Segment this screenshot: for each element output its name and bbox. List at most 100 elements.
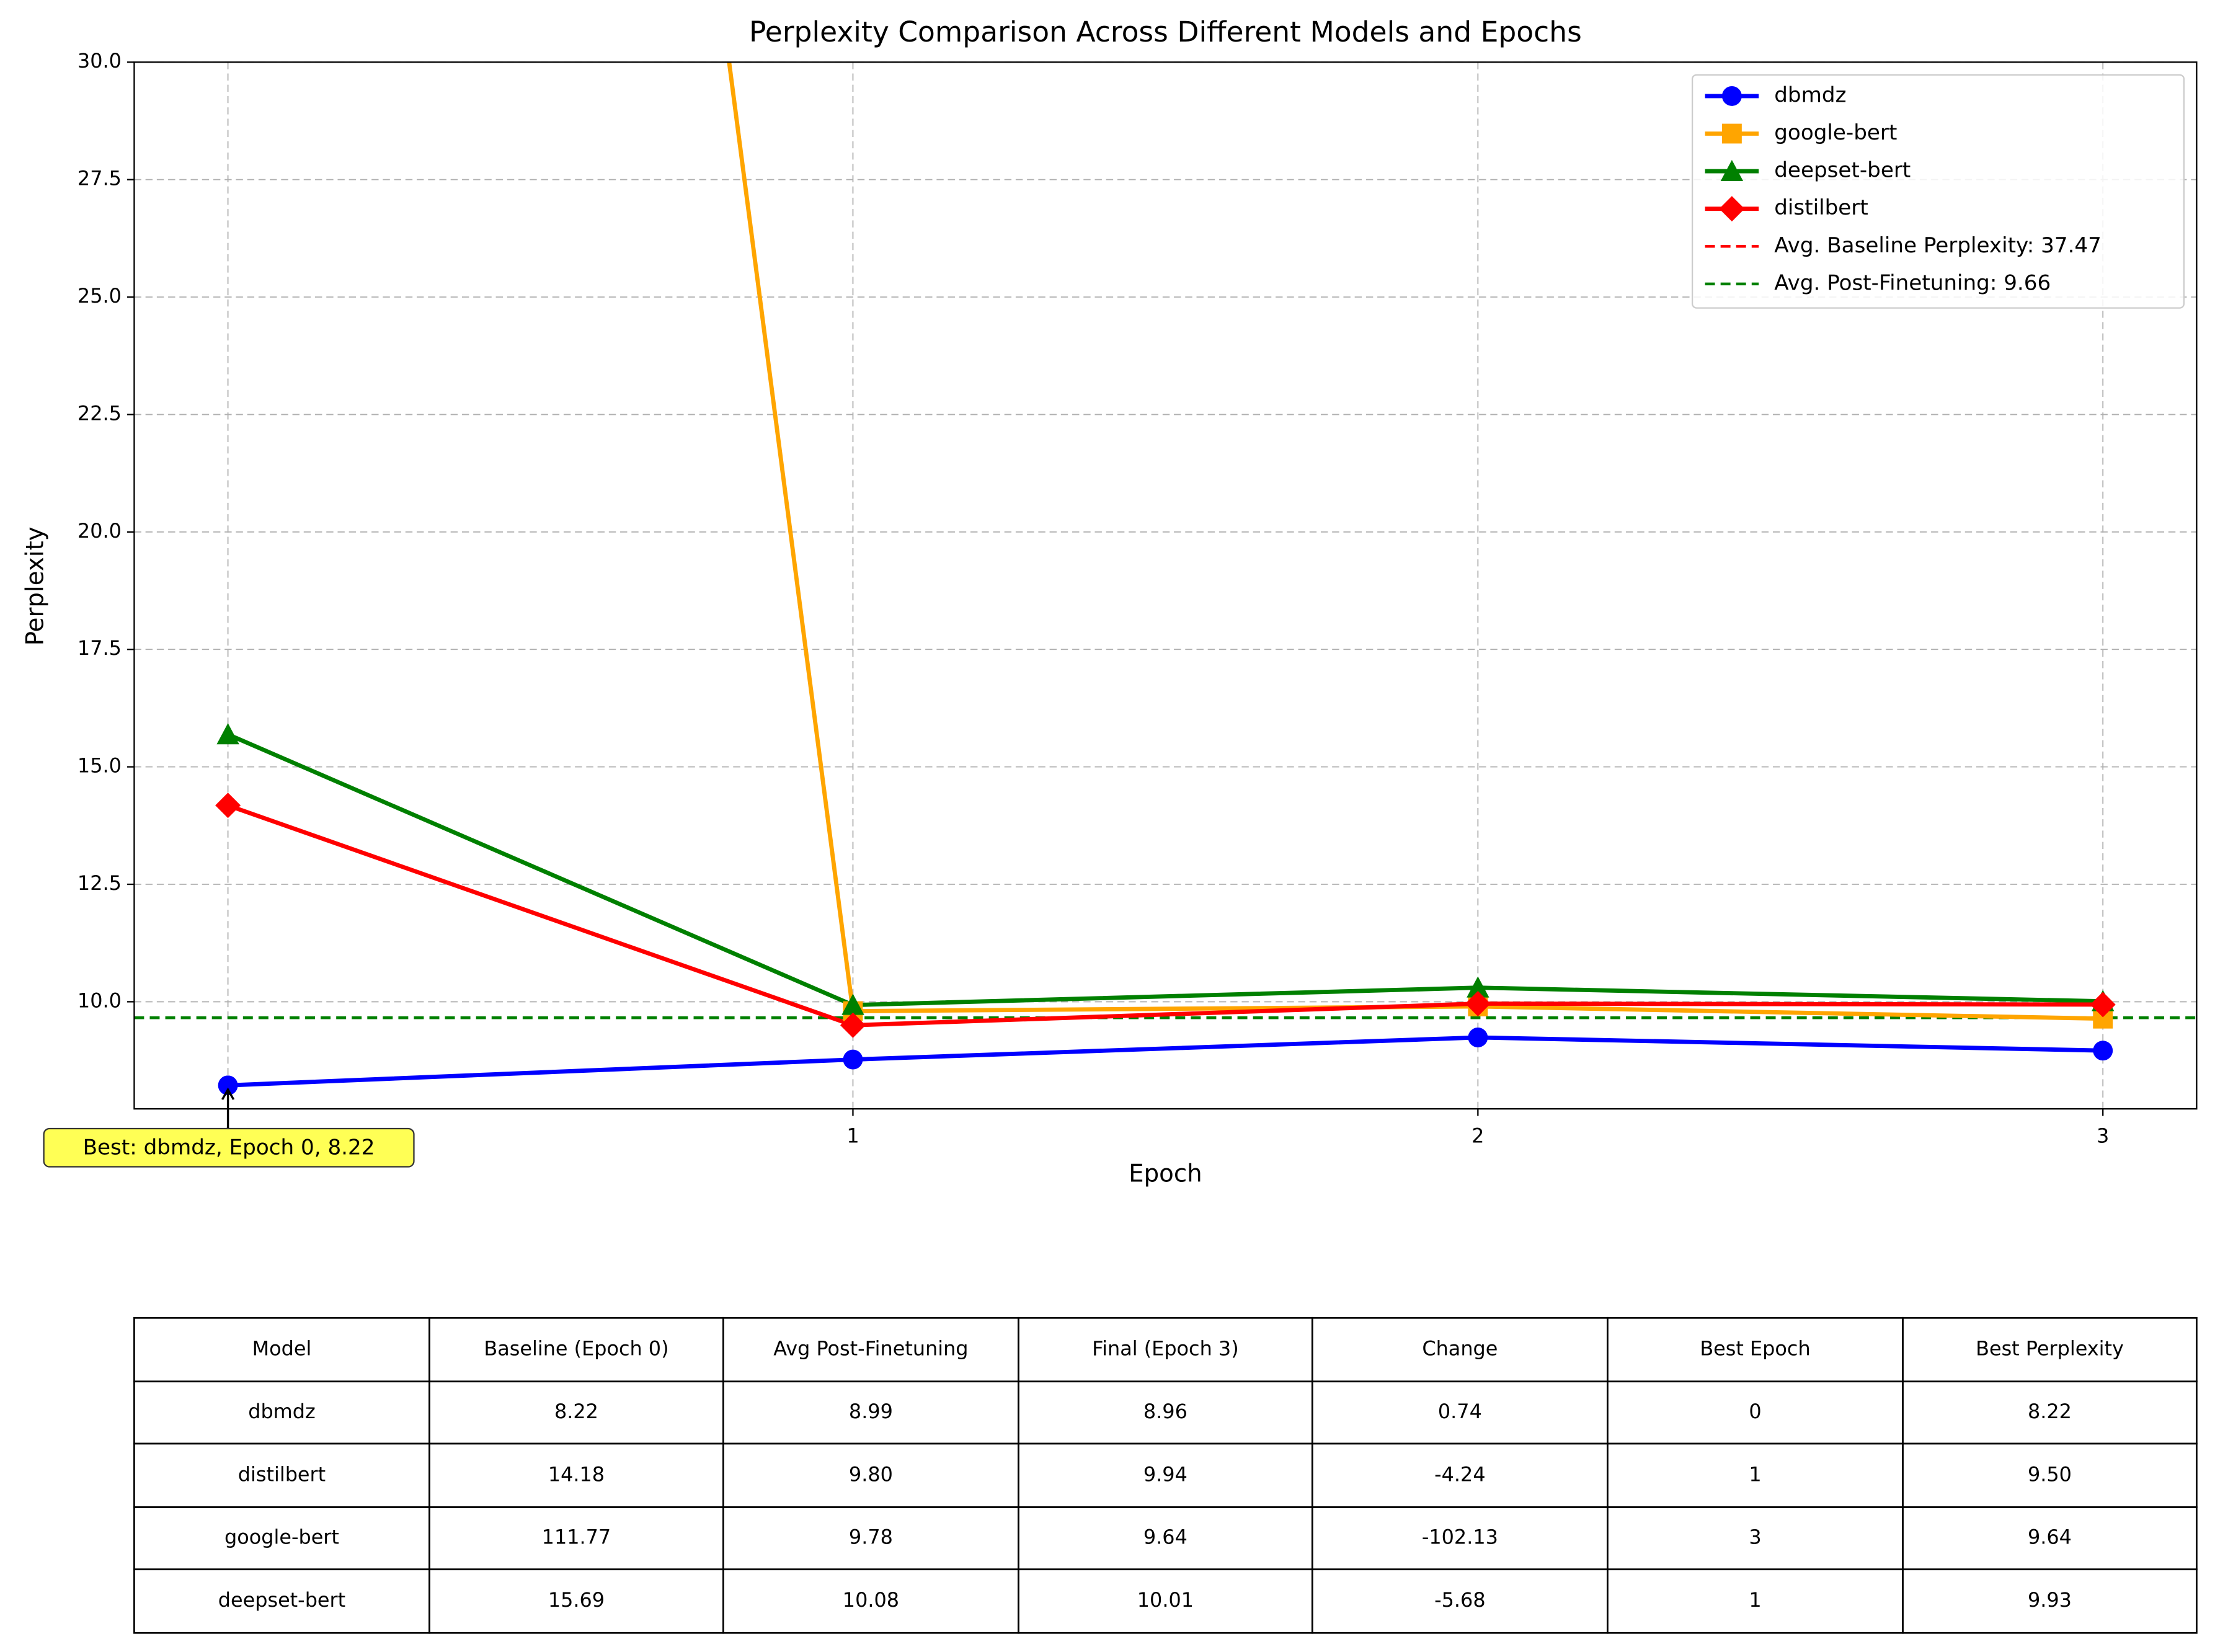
- table-cell-text: 1: [1749, 1462, 1761, 1486]
- annotation-arrowhead: [221, 1087, 235, 1100]
- table-cell: [428, 1317, 724, 1383]
- summary-table: Model Baseline (Epoch 0) Avg Post-Finetuni…: [133, 1317, 2198, 1634]
- table-header-text: Best Perplexity: [1976, 1337, 2124, 1361]
- table-cell-text: 3: [1749, 1525, 1761, 1549]
- table-header-text: Baseline (Epoch 0): [484, 1337, 668, 1361]
- x-tick-label: 2: [1471, 1124, 1484, 1148]
- marker: [216, 723, 239, 745]
- table-cell: [1018, 1442, 1313, 1508]
- table-header-text: Best Epoch: [1700, 1337, 1810, 1361]
- legend: dbmdz google-bert deepset-bert distilbert Av…: [1691, 74, 2185, 309]
- table-cell-text: deepset-bert: [218, 1588, 345, 1612]
- legend-label: dbmdz: [1774, 82, 1846, 107]
- table-cell-text: 0: [1749, 1400, 1761, 1423]
- table-cell-text: 15.69: [548, 1588, 605, 1612]
- annotation-box: [43, 1127, 415, 1168]
- legend-label: Avg. Post-Finetuning: 9.66: [1774, 270, 2051, 295]
- table-cell: [133, 1568, 430, 1634]
- table-cell-text: 111.77: [542, 1525, 611, 1549]
- table-cell-text: 8.22: [554, 1400, 598, 1423]
- table-header-text: Avg Post-Finetuning: [773, 1337, 968, 1361]
- marker: [1468, 1028, 1488, 1047]
- marker: [843, 1049, 863, 1070]
- legend-label: distilbert: [1774, 195, 1868, 220]
- table-cell-text: 9.50: [2028, 1462, 2072, 1486]
- table-cell-text: google-bert: [224, 1525, 339, 1549]
- legend-marker: [1721, 123, 1742, 144]
- marker: [840, 1012, 866, 1038]
- table-cell-text: -5.68: [1434, 1588, 1485, 1612]
- table-cell: [1018, 1380, 1313, 1445]
- axes-frame: [133, 61, 2198, 1110]
- table-cell-text: 10.01: [1137, 1588, 1194, 1612]
- series-line: [227, 803, 2103, 1028]
- y-tick-label: 10.0: [78, 988, 122, 1012]
- table-cell: [1018, 1317, 1313, 1383]
- marker: [1467, 976, 1489, 998]
- table-cell-text: 1: [1749, 1588, 1761, 1612]
- legend-label: google-bert: [1774, 120, 1897, 145]
- table-cell: [428, 1506, 724, 1571]
- y-tick-label: 25.0: [78, 284, 122, 308]
- table-cell: [1902, 1317, 2198, 1383]
- table-cell: [1902, 1568, 2198, 1634]
- x-axis-label: Epoch: [1129, 1160, 1202, 1188]
- y-tick-label: 12.5: [78, 871, 122, 895]
- table-cell: [1607, 1380, 1904, 1445]
- y-tick-label: 20.0: [78, 519, 122, 543]
- legend-label: Avg. Baseline Perplexity: 37.47: [1774, 233, 2102, 258]
- x-tick-label: 3: [2097, 1124, 2109, 1148]
- marker: [218, 1075, 238, 1096]
- table-cell-text: 9.78: [849, 1525, 893, 1549]
- table-cell-text: 8.99: [849, 1400, 893, 1423]
- table-cell: [1311, 1568, 1609, 1634]
- table-cell: [722, 1380, 1019, 1445]
- table-cell: [1607, 1442, 1904, 1508]
- table-cell-text: 9.64: [2028, 1525, 2072, 1549]
- y-tick-label: 15.0: [78, 754, 122, 778]
- table-cell-text: -4.24: [1434, 1462, 1485, 1486]
- table-cell-text: dbmdz: [248, 1400, 315, 1423]
- table-cell-text: 8.96: [1143, 1400, 1187, 1423]
- table-cell: [1902, 1380, 2198, 1445]
- table-cell-text: 10.08: [843, 1588, 899, 1612]
- plot-area: [134, 62, 2197, 1096]
- table-cell-text: 9.94: [1143, 1462, 1187, 1486]
- table-cell-text: -102.13: [1422, 1525, 1498, 1549]
- series-line: [227, 732, 2103, 1008]
- table-cell: [428, 1442, 724, 1508]
- table-cell: [722, 1568, 1019, 1634]
- x-tick-label: 1: [846, 1124, 859, 1148]
- annotation-text: Best: dbmdz, Epoch 0, 8.22: [83, 1135, 375, 1160]
- table-cell-text: 0.74: [1438, 1400, 1482, 1423]
- table-cell-text: 14.18: [548, 1462, 605, 1486]
- table-cell-text: distilbert: [238, 1462, 326, 1486]
- table-cell: [1311, 1442, 1609, 1508]
- y-tick-label: 27.5: [78, 167, 122, 190]
- table-header-text: Change: [1422, 1337, 1498, 1361]
- marker: [2093, 1041, 2113, 1061]
- y-tick-label: 17.5: [78, 636, 122, 660]
- table-cell-text: 9.80: [849, 1462, 893, 1486]
- table-cell-text: 8.22: [2028, 1400, 2072, 1423]
- legend-marker: [1720, 159, 1744, 182]
- legend-marker: [1721, 86, 1742, 106]
- annotation: Best: dbmdz, Epoch 0, 8.22: [43, 1087, 415, 1168]
- table-cell: [1311, 1506, 1609, 1571]
- chart-title: Perplexity Comparison Across Different M…: [749, 16, 1582, 48]
- table-cell: [428, 1568, 724, 1634]
- series-line: [727, 62, 2103, 1021]
- table-cell: [1902, 1442, 2198, 1508]
- y-tick-label: 30.0: [78, 49, 122, 73]
- legend-box: [1691, 74, 2185, 309]
- series-line: [228, 1035, 2103, 1088]
- table-cell: [1018, 1568, 1313, 1634]
- table-cell: [722, 1506, 1019, 1571]
- table-cell-text: 9.93: [2028, 1588, 2072, 1612]
- marker: [215, 793, 241, 819]
- table-cell: [133, 1442, 430, 1508]
- table-cell: [1311, 1317, 1609, 1383]
- marker: [1465, 990, 1491, 1016]
